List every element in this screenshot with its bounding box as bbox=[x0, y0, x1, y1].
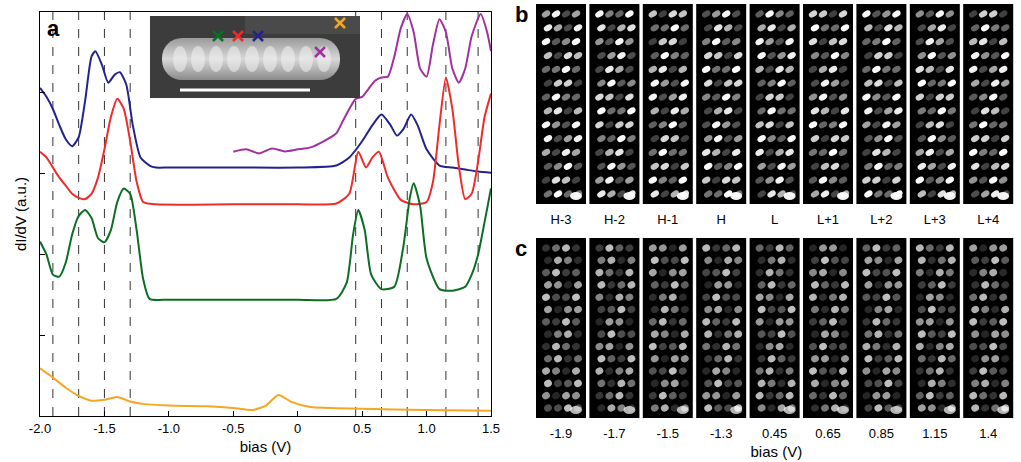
svg-text:dI/dV (a.u.): dI/dV (a.u.) bbox=[12, 177, 29, 251]
svg-text:-1.9: -1.9 bbox=[550, 426, 572, 441]
svg-text:L+2: L+2 bbox=[870, 212, 892, 227]
svg-text:1.15: 1.15 bbox=[922, 426, 947, 441]
svg-text:H-3: H-3 bbox=[551, 212, 572, 227]
svg-text:0.65: 0.65 bbox=[815, 426, 840, 441]
svg-text:bias (V): bias (V) bbox=[240, 438, 292, 455]
svg-text:L+3: L+3 bbox=[924, 212, 946, 227]
svg-text:0.45: 0.45 bbox=[762, 426, 787, 441]
svg-text:L+4: L+4 bbox=[977, 212, 999, 227]
svg-text:1.0: 1.0 bbox=[418, 421, 436, 436]
svg-text:b: b bbox=[515, 2, 528, 27]
svg-text:c: c bbox=[515, 236, 527, 261]
svg-text:-0.5: -0.5 bbox=[222, 421, 244, 436]
svg-text:-1.7: -1.7 bbox=[603, 426, 625, 441]
svg-text:-1.5: -1.5 bbox=[657, 426, 679, 441]
svg-text:-1.0: -1.0 bbox=[158, 421, 180, 436]
svg-text:L: L bbox=[771, 212, 778, 227]
svg-text:-1.3: -1.3 bbox=[710, 426, 732, 441]
svg-text:-2.0: -2.0 bbox=[29, 421, 51, 436]
svg-text:0: 0 bbox=[294, 421, 301, 436]
svg-text:bias (V): bias (V) bbox=[750, 443, 802, 460]
svg-text:H-2: H-2 bbox=[604, 212, 625, 227]
svg-text:1.5: 1.5 bbox=[482, 421, 500, 436]
svg-text:1.4: 1.4 bbox=[979, 426, 997, 441]
svg-text:H: H bbox=[717, 212, 726, 227]
svg-text:0.85: 0.85 bbox=[869, 426, 894, 441]
svg-text:H-1: H-1 bbox=[657, 212, 678, 227]
svg-text:-1.5: -1.5 bbox=[93, 421, 115, 436]
svg-text:L+1: L+1 bbox=[817, 212, 839, 227]
svg-text:a: a bbox=[47, 16, 60, 41]
svg-text:0.5: 0.5 bbox=[353, 421, 371, 436]
